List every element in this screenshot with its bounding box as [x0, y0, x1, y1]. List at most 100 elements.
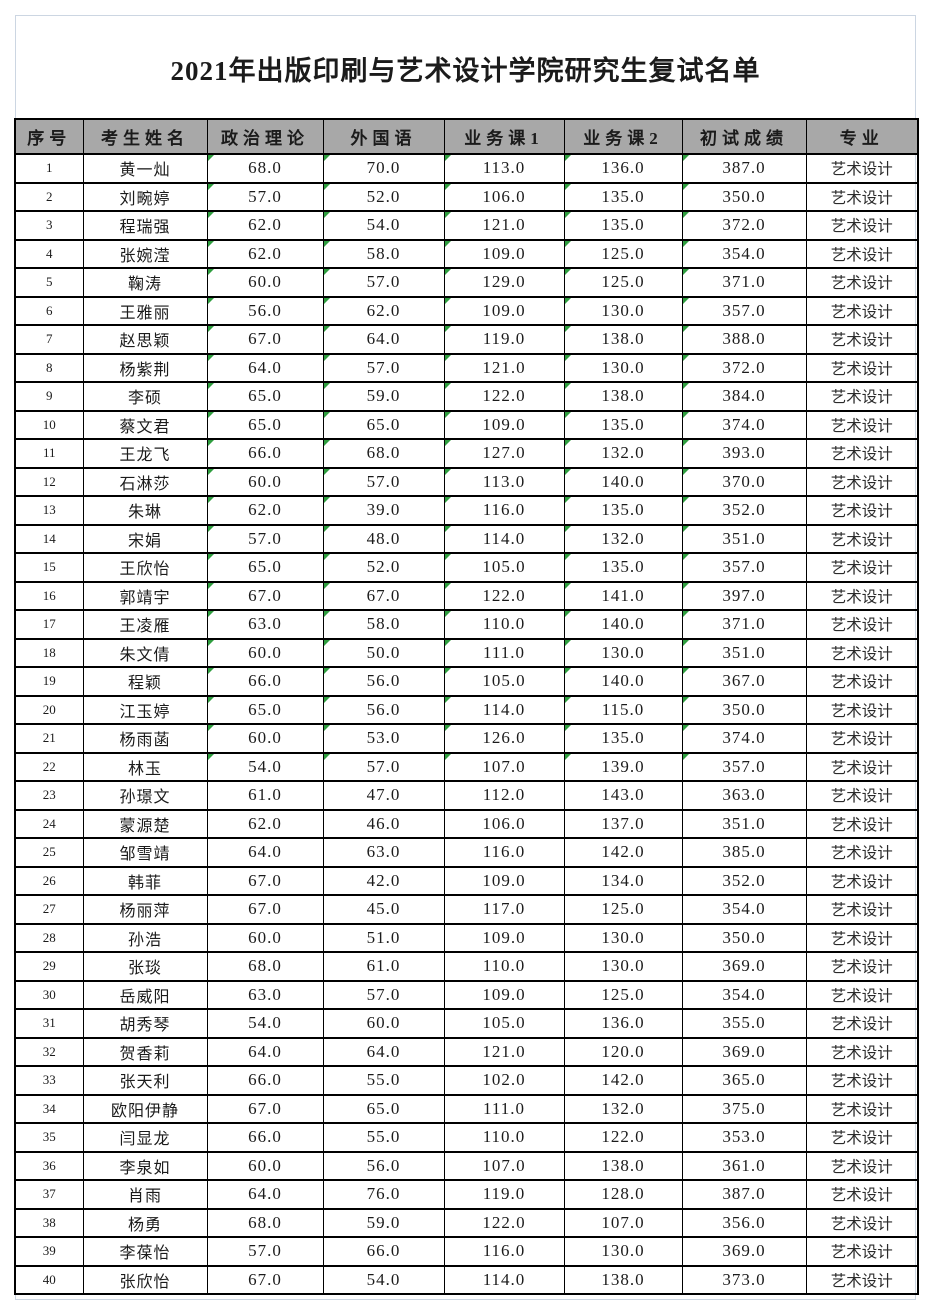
cell-course2: 143.0 — [563, 780, 683, 811]
cell-seq: 37 — [14, 1179, 84, 1210]
cell-politics: 62.0 — [206, 210, 324, 241]
number-stored-as-text-flag-icon — [445, 554, 451, 560]
number-stored-as-text-flag-icon — [208, 640, 214, 646]
header-cell-major: 专业 — [805, 118, 919, 155]
cell-major: 艺术设计 — [805, 552, 919, 583]
number-stored-as-text-flag-icon — [324, 668, 330, 674]
cell-seq: 29 — [14, 951, 84, 982]
number-stored-as-text-flag-icon — [565, 611, 571, 617]
cell-name: 邹雪靖 — [82, 837, 208, 868]
number-stored-as-text-flag-icon — [208, 725, 214, 731]
table-row: 32 贺香莉 64.0 64.0 121.0 120.0 369.0 艺术设计 — [14, 1036, 919, 1067]
number-stored-as-text-flag-icon — [324, 554, 330, 560]
cell-name: 岳威阳 — [82, 979, 208, 1010]
cell-course1: 109.0 — [443, 238, 565, 269]
number-stored-as-text-flag-icon — [565, 554, 571, 560]
cell-seq: 8 — [14, 352, 84, 383]
table-row: 17 王凌雁 63.0 58.0 110.0 140.0 371.0 艺术设计 — [14, 609, 919, 640]
cell-course1: 106.0 — [443, 181, 565, 212]
cell-name: 鞠涛 — [82, 267, 208, 298]
number-stored-as-text-flag-icon — [208, 155, 214, 161]
table-row: 20 江玉婷 65.0 56.0 114.0 115.0 350.0 艺术设计 — [14, 694, 919, 725]
number-stored-as-text-flag-icon — [445, 355, 451, 361]
cell-politics: 67.0 — [206, 1093, 324, 1124]
number-stored-as-text-flag-icon — [208, 469, 214, 475]
cell-course2: 138.0 — [563, 324, 683, 355]
cell-seq: 11 — [14, 438, 84, 469]
table-row: 9 李硕 65.0 59.0 122.0 138.0 384.0 艺术设计 — [14, 381, 919, 412]
cell-name: 杨勇 — [82, 1207, 208, 1238]
cell-politics: 64.0 — [206, 1036, 324, 1067]
table-row: 22 林玉 54.0 57.0 107.0 139.0 357.0 艺术设计 — [14, 751, 919, 782]
number-stored-as-text-flag-icon — [445, 298, 451, 304]
number-stored-as-text-flag-icon — [565, 155, 571, 161]
cell-course2: 125.0 — [563, 979, 683, 1010]
number-stored-as-text-flag-icon — [565, 355, 571, 361]
cell-total-score: 357.0 — [681, 751, 807, 782]
cell-major: 艺术设计 — [805, 1236, 919, 1267]
cell-course2: 122.0 — [563, 1122, 683, 1153]
number-stored-as-text-flag-icon — [445, 611, 451, 617]
cell-major: 艺术设计 — [805, 666, 919, 697]
cell-course2: 136.0 — [563, 1008, 683, 1039]
cell-foreign-language: 50.0 — [322, 637, 445, 668]
cell-politics: 54.0 — [206, 751, 324, 782]
cell-seq: 19 — [14, 666, 84, 697]
cell-course2: 125.0 — [563, 894, 683, 925]
cell-seq: 39 — [14, 1236, 84, 1267]
cell-foreign-language: 55.0 — [322, 1122, 445, 1153]
cell-seq: 34 — [14, 1093, 84, 1124]
cell-total-score: 350.0 — [681, 181, 807, 212]
cell-foreign-language: 52.0 — [322, 181, 445, 212]
cell-politics: 67.0 — [206, 580, 324, 611]
table-row: 30 岳威阳 63.0 57.0 109.0 125.0 354.0 艺术设计 — [14, 979, 919, 1010]
cell-politics: 67.0 — [206, 1264, 324, 1295]
cell-total-score: 393.0 — [681, 438, 807, 469]
table-row: 24 蒙源楚 62.0 46.0 106.0 137.0 351.0 艺术设计 — [14, 808, 919, 839]
table-row: 34 欧阳伊静 67.0 65.0 111.0 132.0 375.0 艺术设计 — [14, 1093, 919, 1124]
cell-total-score: 367.0 — [681, 666, 807, 697]
number-stored-as-text-flag-icon — [445, 326, 451, 332]
cell-seq: 2 — [14, 181, 84, 212]
number-stored-as-text-flag-icon — [208, 697, 214, 703]
number-stored-as-text-flag-icon — [208, 754, 214, 760]
cell-course1: 102.0 — [443, 1065, 565, 1096]
cell-politics: 64.0 — [206, 352, 324, 383]
cell-major: 艺术设计 — [805, 466, 919, 497]
table-row: 1 黄一灿 68.0 70.0 113.0 136.0 387.0 艺术设计 — [14, 153, 919, 184]
number-stored-as-text-flag-icon — [683, 412, 689, 418]
cell-seq: 7 — [14, 324, 84, 355]
cell-foreign-language: 61.0 — [322, 951, 445, 982]
cell-name: 江玉婷 — [82, 694, 208, 725]
cell-seq: 6 — [14, 295, 84, 326]
header-cell-name: 考生姓名 — [82, 118, 208, 155]
cell-total-score: 373.0 — [681, 1264, 807, 1295]
cell-politics: 67.0 — [206, 865, 324, 896]
number-stored-as-text-flag-icon — [683, 469, 689, 475]
cell-foreign-language: 57.0 — [322, 751, 445, 782]
cell-politics: 60.0 — [206, 922, 324, 953]
cell-major: 艺术设计 — [805, 267, 919, 298]
cell-major: 艺术设计 — [805, 238, 919, 269]
cell-foreign-language: 62.0 — [322, 295, 445, 326]
cell-foreign-language: 45.0 — [322, 894, 445, 925]
cell-name: 李硕 — [82, 381, 208, 412]
cell-foreign-language: 59.0 — [322, 381, 445, 412]
cell-course2: 125.0 — [563, 267, 683, 298]
cell-total-score: 369.0 — [681, 951, 807, 982]
cell-seq: 10 — [14, 409, 84, 440]
cell-seq: 35 — [14, 1122, 84, 1153]
cell-seq: 12 — [14, 466, 84, 497]
cell-course1: 126.0 — [443, 723, 565, 754]
cell-major: 艺术设计 — [805, 780, 919, 811]
cell-politics: 56.0 — [206, 295, 324, 326]
cell-major: 艺术设计 — [805, 181, 919, 212]
cell-foreign-language: 54.0 — [322, 1264, 445, 1295]
cell-course2: 139.0 — [563, 751, 683, 782]
cell-name: 王龙飞 — [82, 438, 208, 469]
number-stored-as-text-flag-icon — [324, 583, 330, 589]
cell-politics: 60.0 — [206, 723, 324, 754]
cell-course1: 107.0 — [443, 1150, 565, 1181]
cell-course2: 140.0 — [563, 466, 683, 497]
cell-name: 王凌雁 — [82, 609, 208, 640]
